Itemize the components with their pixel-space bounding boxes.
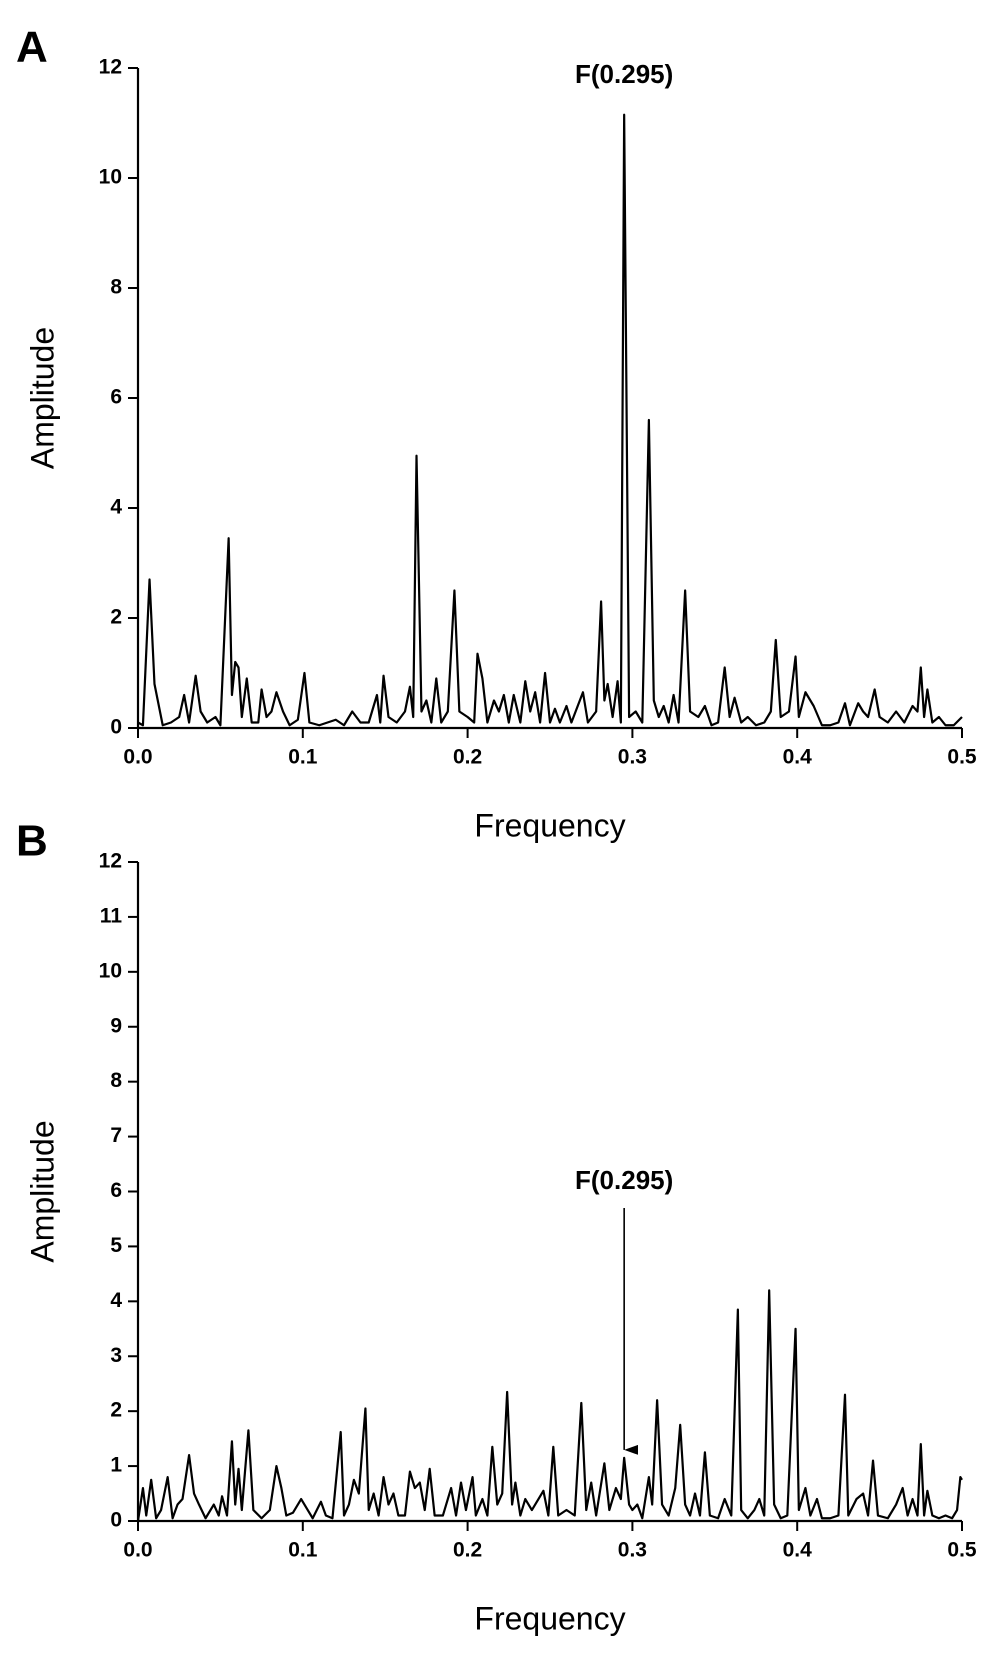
y-tick-label: 9 <box>110 1014 122 1037</box>
x-axis-title: Frequency <box>474 807 625 843</box>
y-tick-label: 1 <box>110 1454 122 1477</box>
x-tick-label: 0.5 <box>947 746 977 769</box>
annotation: F(0.295) <box>575 59 673 89</box>
x-tick-label: 0.3 <box>618 746 647 769</box>
x-tick-label: 0.2 <box>453 1539 482 1562</box>
y-tick-label: 5 <box>110 1234 122 1257</box>
x-tick-label: 0.0 <box>123 1539 152 1562</box>
x-tick-label: 0.3 <box>618 1539 647 1562</box>
y-tick-label: 10 <box>99 959 122 982</box>
y-tick-label: 8 <box>110 276 122 299</box>
y-tick-label: 12 <box>99 850 122 873</box>
panel-label: A <box>16 23 48 72</box>
x-tick-label: 0.1 <box>288 1539 318 1562</box>
y-tick-label: 4 <box>110 496 122 519</box>
spectrum-line <box>136 1289 963 1522</box>
y-axis-title: Amplitude <box>24 1120 60 1262</box>
panel-label: B <box>16 817 48 866</box>
x-tick-label: 0.2 <box>453 746 482 769</box>
x-axis-title: Frequency <box>474 1600 625 1636</box>
y-axis-title: Amplitude <box>24 327 60 469</box>
y-tick-label: 11 <box>100 904 123 927</box>
y-tick-label: 12 <box>99 56 122 79</box>
y-tick-label: 0 <box>110 716 122 739</box>
spectrum-line <box>137 113 963 727</box>
y-tick-label: 7 <box>110 1124 122 1147</box>
y-tick-label: 6 <box>110 1179 122 1202</box>
y-tick-label: 8 <box>110 1069 122 1092</box>
x-tick-label: 0.5 <box>947 1539 977 1562</box>
x-tick-label: 0.0 <box>123 746 152 769</box>
y-tick-label: 4 <box>110 1289 122 1312</box>
x-tick-label: 0.4 <box>783 746 813 769</box>
annotation: F(0.295) <box>575 1165 673 1195</box>
y-tick-label: 2 <box>110 606 122 629</box>
x-tick-label: 0.4 <box>783 1539 813 1562</box>
y-tick-label: 3 <box>110 1344 122 1367</box>
y-tick-label: 10 <box>99 166 122 189</box>
y-tick-label: 2 <box>110 1399 122 1422</box>
x-tick-label: 0.1 <box>288 746 318 769</box>
y-tick-label: 6 <box>110 386 122 409</box>
y-tick-label: 0 <box>110 1509 122 1532</box>
